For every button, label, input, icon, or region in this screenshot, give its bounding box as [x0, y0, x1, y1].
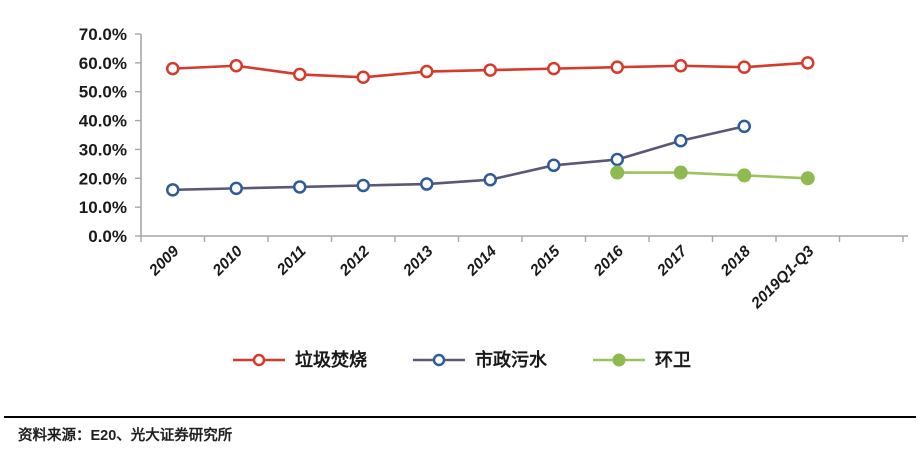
y-tick-label: 0.0%: [88, 227, 127, 246]
series-2-point-10: [800, 171, 815, 186]
series-0-point-10: [801, 56, 815, 70]
series-0-point-5: [483, 63, 497, 77]
series-1-point-8: [674, 134, 688, 148]
series-0-point-8: [674, 58, 688, 73]
x-tick-label: 2013: [399, 243, 436, 280]
x-tick-label: 2019Q1-Q3: [748, 243, 818, 313]
series-0-point-7: [610, 60, 624, 74]
x-tick-label: 2012: [336, 243, 373, 280]
series-1-point-1: [229, 181, 243, 196]
legend-label: 垃圾焚烧: [295, 350, 367, 370]
series-1-point-5: [483, 172, 497, 187]
series-1-point-9: [737, 119, 751, 134]
series-1-point-7: [610, 152, 624, 167]
legend-item-2: 环卫: [593, 351, 691, 369]
legend-marker-icon: [593, 353, 645, 367]
y-tick-label: 40.0%: [79, 112, 127, 131]
series-2-point-8: [673, 165, 688, 180]
series-0-point-4: [420, 64, 434, 79]
series-0-point-3: [356, 70, 370, 85]
legend-marker-icon: [413, 353, 465, 367]
series-1-point-0: [166, 183, 180, 197]
series-0-point-2: [293, 67, 307, 82]
series-line-1: [171, 125, 746, 192]
series-0-point-9: [737, 60, 751, 74]
series-0-point-6: [547, 61, 561, 76]
y-tick-label: 70.0%: [79, 25, 127, 44]
x-tick-label: 2018: [717, 243, 754, 280]
series-1-point-3: [356, 178, 370, 193]
legend-marker-icon: [233, 353, 285, 367]
x-tick-label: 2017: [653, 242, 691, 280]
series-1-point-6: [547, 158, 561, 173]
y-tick-label: 10.0%: [79, 198, 127, 217]
series-0-point-1: [229, 58, 243, 73]
legend-item-0: 垃圾焚烧: [233, 351, 367, 369]
chart-plot-area: 0.0% 10.0% 20.0% 30.0% 40.0% 50.0% 60.0% 70.0% 2…: [79, 25, 908, 313]
series-1-point-4: [420, 177, 434, 191]
source-divider: [4, 416, 916, 418]
source-note: 资料来源：E20、光大证券研究所: [18, 428, 233, 444]
series-2-point-7: [610, 165, 625, 180]
x-tick-label: 2014: [463, 243, 500, 280]
x-tick-label: 2009: [145, 243, 182, 280]
y-tick-label: 60.0%: [79, 54, 127, 73]
series-1-point-2: [293, 180, 307, 194]
legend-item-1: 市政污水: [413, 351, 547, 369]
y-tick-label: 30.0%: [79, 140, 127, 159]
legend-label: 市政污水: [475, 350, 547, 370]
series-0-point-0: [166, 61, 180, 76]
series-2-point-9: [737, 168, 752, 183]
x-tick-label: 2010: [209, 243, 246, 280]
series-line-2: [615, 171, 810, 180]
legend-label: 环卫: [655, 350, 691, 370]
x-tick-label: 2011: [273, 243, 309, 279]
y-tick-label: 20.0%: [79, 169, 127, 188]
x-tick-label: 2015: [526, 243, 563, 280]
chart-legend: 垃圾焚烧 市政污水 环卫: [0, 351, 924, 369]
y-tick-label: 50.0%: [79, 83, 127, 102]
x-tick-label: 2016: [590, 243, 627, 280]
